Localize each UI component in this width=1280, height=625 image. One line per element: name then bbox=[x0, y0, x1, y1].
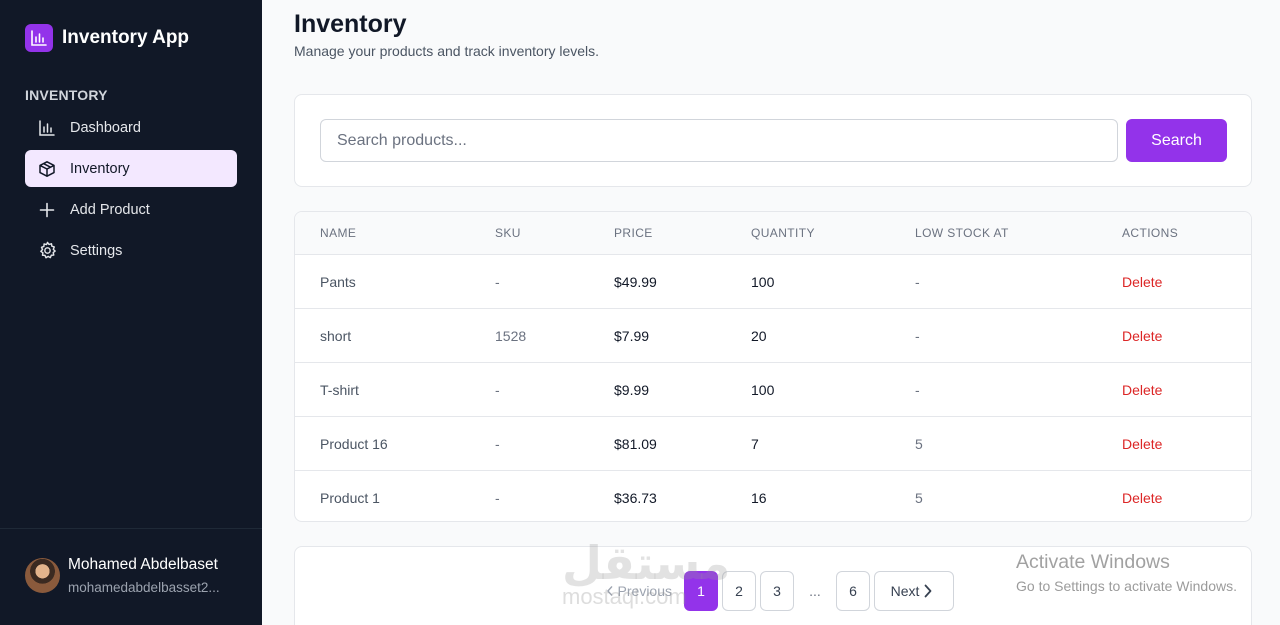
cell-price: $7.99 bbox=[614, 328, 650, 344]
cell-low-stock: 5 bbox=[915, 436, 923, 452]
previous-page-button[interactable]: Previous bbox=[594, 571, 680, 611]
cell-sku: - bbox=[495, 382, 500, 398]
sidebar-item-settings[interactable]: Settings bbox=[25, 232, 237, 269]
table-header: NAME SKU PRICE QUANTITY LOW STOCK AT ACT… bbox=[295, 212, 1251, 254]
table-row: T-shirt - $9.99 100 - Delete bbox=[295, 362, 1251, 416]
pagination-ellipsis: ... bbox=[798, 571, 832, 611]
column-header-low-stock: LOW STOCK AT bbox=[915, 226, 1009, 240]
cell-quantity: 100 bbox=[751, 274, 775, 290]
sidebar-item-label: Add Product bbox=[70, 201, 150, 218]
column-header-sku: SKU bbox=[495, 226, 521, 240]
cell-sku: - bbox=[495, 490, 500, 506]
pagination-card: Previous 1 2 3 ... 6 Next bbox=[294, 546, 1252, 625]
search-button[interactable]: Search bbox=[1126, 119, 1227, 162]
sidebar-divider bbox=[0, 528, 262, 529]
page-button-3[interactable]: 3 bbox=[760, 571, 794, 611]
sidebar-item-label: Inventory bbox=[70, 160, 130, 177]
chevron-right-icon bbox=[924, 584, 932, 598]
search-input[interactable] bbox=[320, 119, 1118, 162]
bar-chart-icon bbox=[37, 118, 57, 138]
column-header-name: NAME bbox=[320, 226, 357, 240]
next-label: Next bbox=[890, 583, 920, 599]
sidebar-item-dashboard[interactable]: Dashboard bbox=[25, 109, 237, 146]
page-button-1[interactable]: 1 bbox=[684, 571, 718, 611]
cell-sku: - bbox=[495, 274, 500, 290]
page-button-6[interactable]: 6 bbox=[836, 571, 870, 611]
sidebar-nav: Dashboard Inventory Add Product bbox=[25, 109, 237, 273]
next-page-button[interactable]: Next bbox=[874, 571, 954, 611]
cell-sku: - bbox=[495, 436, 500, 452]
cell-price: $81.09 bbox=[614, 436, 657, 452]
user-info: Mohamed Abdelbaset mohamedabdelbasset2..… bbox=[68, 556, 234, 595]
app-logo-icon bbox=[25, 24, 53, 52]
pagination: Previous 1 2 3 ... 6 Next bbox=[295, 571, 1253, 611]
nav-section-label: INVENTORY bbox=[25, 87, 108, 103]
cell-name: Pants bbox=[320, 274, 356, 290]
cell-quantity: 100 bbox=[751, 382, 775, 398]
page-subtitle: Manage your products and track inventory… bbox=[294, 43, 600, 59]
delete-button[interactable]: Delete bbox=[1122, 328, 1163, 344]
gear-icon bbox=[37, 241, 57, 261]
cell-price: $9.99 bbox=[614, 382, 650, 398]
cell-low-stock: - bbox=[915, 274, 920, 290]
delete-button[interactable]: Delete bbox=[1122, 436, 1163, 452]
sidebar-item-label: Dashboard bbox=[70, 119, 141, 136]
cell-name: Product 16 bbox=[320, 436, 388, 452]
previous-label: Previous bbox=[617, 583, 672, 599]
brand[interactable]: Inventory App bbox=[25, 24, 189, 52]
table-row: Pants - $49.99 100 - Delete bbox=[295, 254, 1251, 308]
sidebar-item-label: Settings bbox=[70, 242, 123, 259]
cell-quantity: 20 bbox=[751, 328, 767, 344]
cell-price: $36.73 bbox=[614, 490, 657, 506]
column-header-actions: ACTIONS bbox=[1122, 226, 1179, 240]
avatar bbox=[25, 558, 60, 593]
page-button-2[interactable]: 2 bbox=[722, 571, 756, 611]
user-name: Mohamed Abdelbaset bbox=[68, 556, 218, 573]
cell-price: $49.99 bbox=[614, 274, 657, 290]
sidebar: Inventory App INVENTORY Dashboard Invent… bbox=[0, 0, 262, 625]
column-header-price: PRICE bbox=[614, 226, 653, 240]
cell-name: T-shirt bbox=[320, 382, 359, 398]
app-name: Inventory App bbox=[62, 27, 190, 48]
user-profile[interactable]: Mohamed Abdelbaset mohamedabdelbasset2..… bbox=[25, 556, 234, 595]
cell-quantity: 7 bbox=[751, 436, 759, 452]
column-header-quantity: QUANTITY bbox=[751, 226, 815, 240]
plus-icon bbox=[37, 200, 57, 220]
cell-low-stock: - bbox=[915, 382, 920, 398]
delete-button[interactable]: Delete bbox=[1122, 382, 1163, 398]
user-email: mohamedabdelbasset2... bbox=[68, 580, 220, 595]
chevron-left-icon bbox=[607, 586, 613, 596]
cell-low-stock: - bbox=[915, 328, 920, 344]
cell-low-stock: 5 bbox=[915, 490, 923, 506]
cell-name: short bbox=[320, 328, 352, 344]
products-table: NAME SKU PRICE QUANTITY LOW STOCK AT ACT… bbox=[294, 211, 1252, 522]
table-row: short 1528 $7.99 20 - Delete bbox=[295, 308, 1251, 362]
sidebar-item-inventory[interactable]: Inventory bbox=[25, 150, 237, 187]
cell-quantity: 16 bbox=[751, 490, 767, 506]
delete-button[interactable]: Delete bbox=[1122, 490, 1163, 506]
sidebar-item-add-product[interactable]: Add Product bbox=[25, 191, 237, 228]
cell-name: Product 1 bbox=[320, 490, 380, 506]
box-icon bbox=[37, 159, 57, 179]
table-row: Product 1 - $36.73 16 5 Delete bbox=[295, 470, 1251, 521]
search-card: Search bbox=[294, 94, 1252, 187]
delete-button[interactable]: Delete bbox=[1122, 274, 1163, 290]
cell-sku: 1528 bbox=[495, 328, 527, 344]
page-title: Inventory bbox=[294, 10, 407, 38]
table-row: Product 16 - $81.09 7 5 Delete bbox=[295, 416, 1251, 470]
